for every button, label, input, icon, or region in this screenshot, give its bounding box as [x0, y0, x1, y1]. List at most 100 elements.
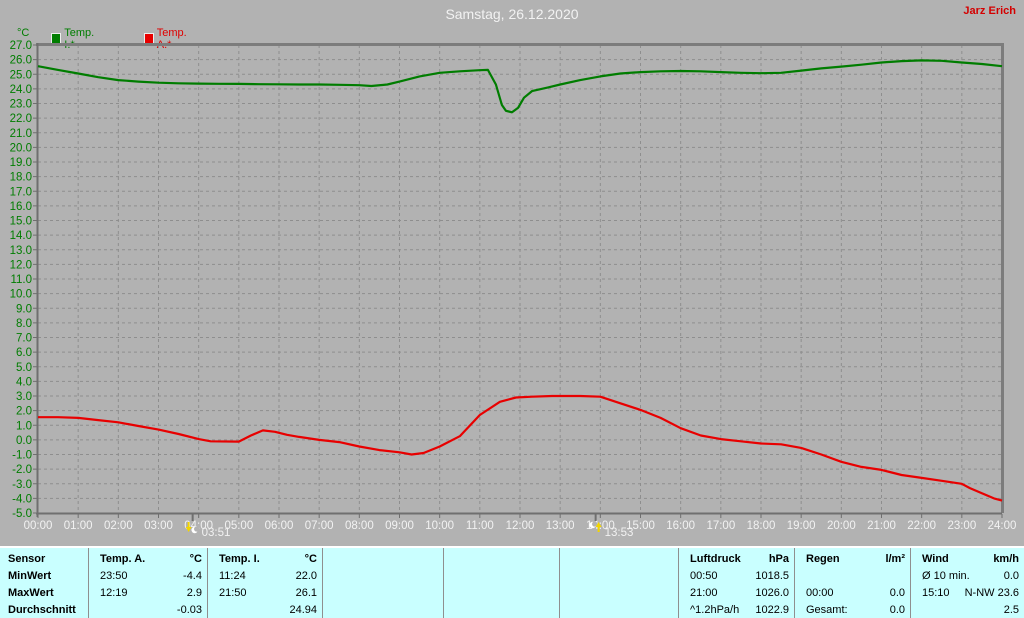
row-label: Durchschnitt: [8, 603, 76, 616]
svg-text:19.0: 19.0: [10, 157, 32, 169]
svg-text:18.0: 18.0: [10, 172, 32, 184]
y-axis-labels: -5.0 -4.0 -3.0 -2.0 -1.0 0.0 1.0 2.0 3.0 4.0 5.0 6.…: [10, 40, 37, 520]
table-row: 00:50 1018.5: [679, 567, 794, 584]
column-unit: km/h: [993, 552, 1019, 565]
row-label: MaxWert: [8, 586, 54, 599]
svg-text:14.0: 14.0: [10, 230, 32, 242]
table-row: [323, 601, 443, 618]
svg-text:17:00: 17:00: [706, 520, 735, 532]
svg-text:19:00: 19:00: [787, 520, 816, 532]
svg-text:12.0: 12.0: [10, 259, 32, 271]
empty-column: [443, 548, 559, 618]
column-header: [323, 550, 443, 567]
svg-text:3.0: 3.0: [16, 391, 32, 403]
svg-text:11.0: 11.0: [10, 274, 32, 286]
table-row: 15:10 N-NW 23.6: [911, 584, 1024, 601]
moonrise-marker: 13:53: [589, 514, 633, 539]
svg-text:27.0: 27.0: [10, 40, 32, 52]
svg-text:-4.0: -4.0: [12, 493, 32, 505]
svg-text:21:00: 21:00: [867, 520, 896, 532]
cell-time: 21:50: [219, 586, 247, 599]
svg-text:24.0: 24.0: [10, 84, 32, 96]
svg-text:0.0: 0.0: [16, 435, 32, 447]
column-name: Temp. A.: [100, 552, 146, 565]
svg-text:-3.0: -3.0: [12, 479, 32, 491]
cell-value: 0.0: [1003, 569, 1019, 582]
svg-text:-5.0: -5.0: [12, 508, 32, 520]
table-row: [444, 567, 559, 584]
svg-text:4.0: 4.0: [16, 376, 32, 388]
table-row: 11:24 22.0: [208, 567, 322, 584]
cell-time: 11:24: [219, 569, 246, 582]
legend-item-temp-a: Temp. A.*: [144, 27, 190, 51]
cell-time: ^1.2hPa/h: [690, 603, 740, 616]
svg-text:13:00: 13:00: [546, 520, 575, 532]
svg-text:05:00: 05:00: [224, 520, 253, 532]
row-header-column: Sensor MinWert MaxWert Durchschnitt: [0, 548, 88, 618]
cell-value: N-NW 23.6: [964, 586, 1019, 599]
cell-time: 15:10: [922, 586, 950, 599]
cell-value: 1018.5: [755, 569, 789, 582]
table-row: [323, 584, 443, 601]
svg-text:17.0: 17.0: [10, 186, 32, 198]
column-header: [560, 550, 678, 567]
table-row: Ø 10 min. 0.0: [911, 567, 1024, 584]
svg-text:21.0: 21.0: [10, 128, 32, 140]
cell-time: Gesamt:: [806, 603, 848, 616]
column-header: Temp. A. °C: [89, 550, 207, 567]
svg-text:22.0: 22.0: [10, 113, 32, 125]
svg-text:7.0: 7.0: [16, 333, 32, 345]
column-header: Luftdruck hPa: [679, 550, 794, 567]
table-row: 21:00 1026.0: [679, 584, 794, 601]
table-row: [444, 601, 559, 618]
sensor-column-temp-a-: Temp. A. °C 23:50 -4.4 12:19 2.9 -0.03: [88, 548, 207, 618]
user-name: Jarz Erich: [963, 5, 1016, 17]
svg-text:-1.0: -1.0: [12, 450, 32, 462]
sensor-column-temp-i-: Temp. I. °C 11:24 22.0 21:50 26.1 24.94: [207, 548, 322, 618]
svg-text:1.0: 1.0: [16, 420, 32, 432]
column-header: Regen l/m²: [795, 550, 910, 567]
sensor-column-wind: Wind km/h Ø 10 min. 0.0 15:10 N-NW 23.6 2.5: [910, 548, 1024, 618]
chart-grid: [37, 44, 1003, 514]
svg-text:16:00: 16:00: [666, 520, 695, 532]
table-row: [795, 567, 910, 584]
column-unit: hPa: [768, 552, 789, 565]
svg-text:26.0: 26.0: [10, 55, 32, 67]
cell-time: Ø 10 min.: [922, 569, 970, 582]
table-row: -0.03: [89, 601, 207, 618]
table-row: 24.94: [208, 601, 322, 618]
temp-i-swatch-icon: [50, 32, 62, 46]
cell-value: 22.0: [295, 569, 317, 582]
table-row: Gesamt: 0.0: [795, 601, 910, 618]
cell-time: 23:50: [100, 569, 128, 582]
svg-text:20.0: 20.0: [10, 142, 32, 154]
svg-text:11:00: 11:00: [466, 520, 494, 532]
sensor-column-luftdruck: Luftdruck hPa 00:50 1018.5 21:00 1026.0 ^1.2hP…: [678, 548, 794, 618]
svg-text:06:00: 06:00: [265, 520, 294, 532]
series-temp-a-line: [38, 394, 1003, 502]
column-unit: l/m²: [885, 552, 905, 565]
cell-value: 2.5: [1003, 603, 1019, 616]
svg-text:15:00: 15:00: [626, 520, 655, 532]
temperature-line-chart: -5.0 -4.0 -3.0 -2.0 -1.0 0.0 1.0 2.0 3.0 4.0 5.0 6.…: [10, 40, 1017, 539]
column-name: Luftdruck: [690, 552, 741, 565]
svg-text:12:00: 12:00: [506, 520, 535, 532]
cell-value: -4.4: [183, 569, 202, 582]
column-header: [444, 550, 559, 567]
svg-text:15.0: 15.0: [10, 216, 32, 228]
cell-value: 26.1: [295, 586, 317, 599]
svg-text:09:00: 09:00: [385, 520, 414, 532]
empty-column: [322, 548, 443, 618]
cell-value: 1026.0: [755, 586, 789, 599]
svg-text:23.0: 23.0: [10, 99, 32, 111]
column-unit: °C: [189, 552, 202, 565]
table-row: [560, 601, 678, 618]
moonset-marker: 03:51: [185, 514, 230, 539]
svg-text:5.0: 5.0: [16, 362, 32, 374]
cell-value: 24.94: [289, 603, 317, 616]
temp-a-swatch-icon: [144, 32, 154, 46]
column-unit: °C: [304, 552, 317, 565]
svg-text:02:00: 02:00: [104, 520, 133, 532]
table-row: 00:00 0.0: [795, 584, 910, 601]
series-temp-i-line: [37, 59, 1003, 114]
